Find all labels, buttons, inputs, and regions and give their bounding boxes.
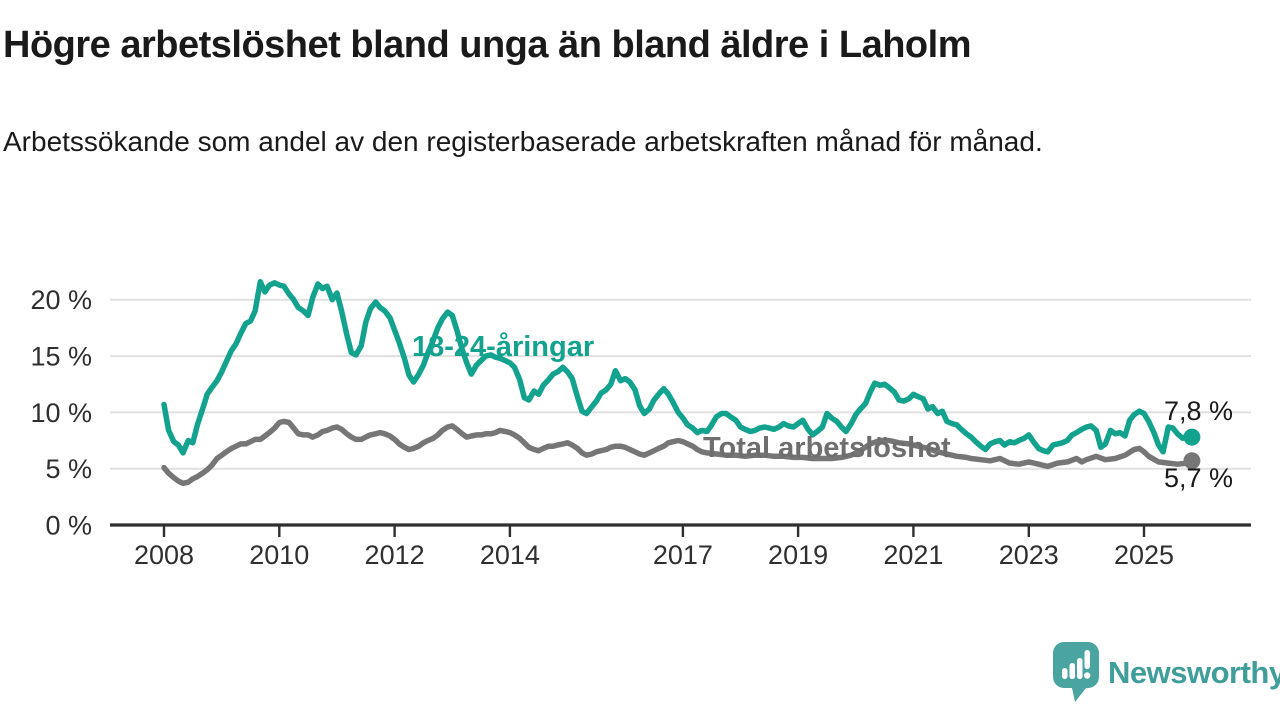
y-axis-tick-label: 15 % bbox=[30, 342, 92, 372]
page-title: Högre arbetslöshet bland unga än bland ä… bbox=[3, 24, 971, 66]
logo-exclamation-dot bbox=[1084, 672, 1091, 679]
x-axis-tick-label: 2019 bbox=[768, 540, 828, 570]
y-axis-tick-label: 0 % bbox=[45, 511, 92, 541]
newsworthy-logo: Newsworthy bbox=[1052, 641, 1280, 705]
logo-bar-3 bbox=[1077, 658, 1083, 679]
x-axis-tick-label: 2021 bbox=[883, 540, 943, 570]
series-line-young bbox=[161, 278, 1195, 456]
x-axis-tick-label: 2017 bbox=[653, 540, 713, 570]
y-axis-tick-label: 20 % bbox=[30, 285, 92, 315]
series-end-dot-total bbox=[1183, 452, 1201, 470]
page-subtitle: Arbetssökande som andel av den registerb… bbox=[3, 126, 1043, 157]
series-label-total: Total arbetslöshet bbox=[703, 432, 951, 464]
logo-bar-2 bbox=[1069, 663, 1075, 679]
x-axis-tick-label: 2012 bbox=[365, 540, 425, 570]
logo-text: Newsworthy bbox=[1108, 655, 1280, 690]
logo-bar-1 bbox=[1062, 668, 1068, 679]
y-axis-tick-label: 5 % bbox=[45, 454, 92, 484]
x-axis-tick-label: 2014 bbox=[480, 540, 540, 570]
x-axis-tick-label: 2008 bbox=[134, 540, 194, 570]
x-axis-tick-label: 2023 bbox=[999, 540, 1059, 570]
logo-bubble bbox=[1053, 642, 1099, 702]
x-axis-tick-label: 2010 bbox=[249, 540, 309, 570]
y-axis-tick-label: 10 % bbox=[30, 398, 92, 428]
end-value-label-total: 5,7 % bbox=[1164, 463, 1234, 493]
series-label-young: 18-24-åringar bbox=[412, 331, 595, 363]
logo-exclamation-bar bbox=[1084, 650, 1090, 669]
x-axis-tick-label: 2025 bbox=[1114, 540, 1174, 570]
bar-chart-speech-bubble-icon bbox=[1053, 642, 1099, 702]
series-line-total bbox=[161, 418, 1195, 487]
end-value-label-young: 7,8 % bbox=[1164, 396, 1234, 426]
series-end-dot-young bbox=[1183, 428, 1201, 446]
